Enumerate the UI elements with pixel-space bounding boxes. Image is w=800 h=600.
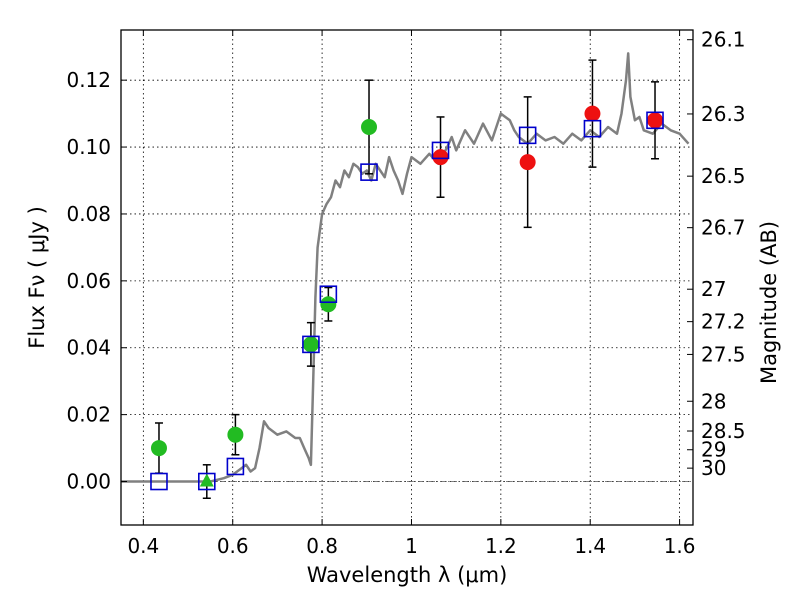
green-photometry-point — [227, 426, 244, 443]
model-flux-point — [360, 163, 378, 181]
x-tick-label: 0.4 — [127, 534, 159, 558]
model-flux-point — [302, 335, 320, 354]
y2-tick-label: 26.3 — [701, 102, 746, 126]
x-axis-title: Wavelength λ (μm) — [307, 563, 508, 587]
red-photometry-point — [647, 112, 664, 129]
marker-layer — [150, 105, 664, 491]
y2-tick-label: 28 — [701, 389, 726, 413]
model-flux-point — [319, 285, 338, 304]
red-photometry-point — [519, 154, 536, 171]
model-sed-line — [121, 52, 690, 483]
model-flux-point — [150, 472, 168, 491]
model-flux-point — [198, 472, 216, 491]
green-upper-limit-point — [199, 473, 214, 487]
x-tick-label: 1.6 — [664, 534, 696, 558]
plot-frame — [120, 29, 694, 526]
green-photometry-point — [361, 118, 378, 135]
green-photometry-point — [302, 336, 319, 353]
y2-tick-label: 29 — [701, 438, 726, 462]
y-tick-label: 0.12 — [66, 68, 111, 92]
green-photometry-point — [320, 296, 337, 313]
grid — [121, 30, 693, 525]
y-tick-label: 0.02 — [66, 403, 111, 427]
y-tick-label: 0.10 — [66, 135, 111, 159]
y2-tick-label: 26.5 — [701, 164, 746, 188]
y2-tick-label: 30 — [701, 456, 726, 480]
y2-axis-title: Magnitude (AB) — [757, 221, 781, 384]
y2-tick-label: 26.7 — [701, 216, 746, 240]
y2-tick-label: 27 — [701, 277, 726, 301]
model-flux-point — [226, 457, 245, 476]
y-axis-title: Flux Fν ( μJy ) — [25, 206, 49, 349]
y-tick-label: 0.00 — [66, 470, 111, 494]
model-sed-layer — [121, 52, 690, 483]
model-flux-point — [431, 141, 450, 160]
y2-tick-label: 28.5 — [701, 419, 746, 443]
model-flux-point — [518, 126, 537, 145]
x-tick-label: 0.6 — [217, 534, 249, 558]
x-tick-label: 1.4 — [574, 534, 606, 558]
tick-layer: 0.4 0.6 0.8 1 1.2 1.4 1.6 0.00 0.02 0.04 0.06 0.08 0… — [66, 28, 745, 558]
red-photometry-point — [584, 105, 601, 122]
green-photometry-point — [150, 440, 167, 457]
y2-tick-label: 26.1 — [701, 28, 746, 52]
x-tick-label: 0.8 — [306, 534, 338, 558]
y-tick-label: 0.08 — [66, 202, 111, 226]
y2-tick-label: 27.5 — [701, 342, 746, 366]
y2-tick-label: 27.2 — [701, 310, 746, 334]
x-tick-label: 1.2 — [485, 534, 517, 558]
y-tick-label: 0.04 — [66, 336, 111, 360]
y-tick-label: 0.06 — [66, 269, 111, 293]
x-tick-label: 1 — [405, 534, 418, 558]
model-flux-point — [583, 119, 602, 138]
red-photometry-point — [432, 149, 449, 166]
model-flux-point — [646, 111, 664, 130]
